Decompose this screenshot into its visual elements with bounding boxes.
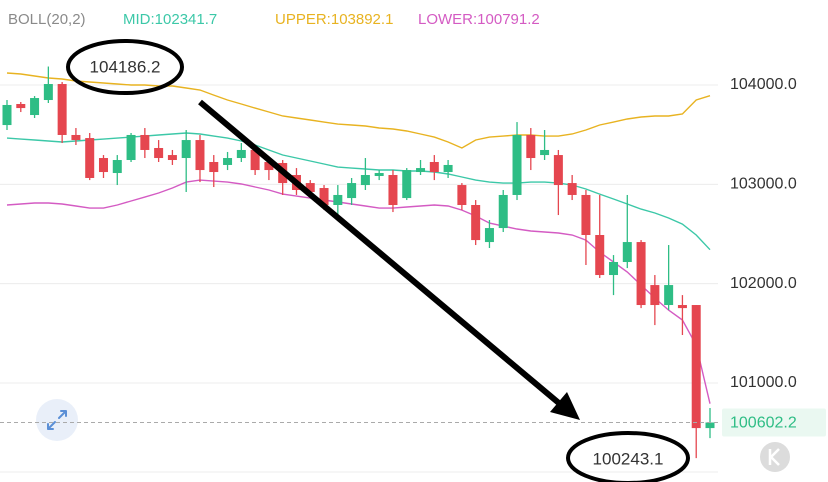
high-annotation: 104186.2 [90,57,161,76]
candle-body [71,134,81,141]
k-icon [768,448,780,466]
band-line [6,179,711,404]
legend-upper: UPPER:103892.1 [275,11,393,28]
candle-body [443,164,453,173]
arrow-shaft [198,99,562,407]
candle-body [319,188,329,206]
candle-body [126,134,136,161]
candle-body [305,183,315,192]
candle-body [512,134,522,195]
candle-body [622,242,632,263]
legend-mid: MID:102341.7 [123,11,217,28]
candle-body [140,134,150,150]
candle-body [705,422,715,429]
candle-body [553,155,563,186]
candle-body [609,262,619,276]
candle-body [347,183,357,199]
band-line [6,132,711,251]
indicator-name: BOLL(20,2) [8,11,86,28]
current-price-tag: 100602.2 [730,415,797,432]
candle-body [540,149,550,156]
candle-body [209,161,219,173]
candle-body [16,103,26,109]
candle-body [250,149,260,171]
y-tick-label: 103000.0 [730,176,797,193]
y-tick-label: 101000.0 [730,374,797,391]
candle-body [85,138,95,178]
candle-body [388,175,398,206]
candle-body [402,170,412,199]
k-button-bg [760,442,790,472]
band-line [6,72,711,149]
candle-body [112,160,122,174]
legend-lower: LOWER:100791.2 [418,11,540,28]
candle-body [98,158,108,173]
expand-button[interactable] [36,399,78,441]
k-button[interactable] [760,442,790,472]
candle-body [526,134,536,159]
y-tick-label: 102000.0 [730,275,797,292]
candles [2,66,715,459]
candle-body [195,140,205,171]
candle-body [484,228,494,243]
arrow-head [550,392,580,420]
candle-body [498,194,508,229]
expand-icon [47,410,67,430]
candle-body [167,155,177,161]
grid: 104000.0 103000.0 102000.0 101000.0 [0,76,797,391]
candle-body [429,161,439,173]
candle-body [416,168,426,173]
candle-body [664,285,674,306]
candle-body [333,194,343,206]
candle-body [30,98,40,116]
candle-body [567,183,577,195]
low-annotation: 100243.1 [593,449,664,468]
candle-body [374,173,384,177]
candle-body [595,235,605,276]
expand-button-bg [36,399,78,441]
candle-body [57,84,67,135]
y-tick-label: 104000.0 [730,76,797,93]
candle-body [181,140,191,159]
candle-body [2,104,12,126]
high-ellipse [66,39,184,95]
candle-body [581,194,591,235]
candle-body [43,84,53,101]
candle-body [650,285,660,306]
candle-body [457,185,467,206]
candle-body [471,205,481,241]
candle-body [223,158,233,165]
candle-body [636,242,646,306]
price-overlay: 100602.2 [0,408,826,437]
candle-body [677,305,687,309]
candle-body [360,175,370,186]
candle-body [236,149,246,159]
candle-body [264,161,274,171]
bands [6,72,711,404]
candle-body [691,305,701,429]
current-price-tag-bg [722,408,826,437]
low-ellipse [566,431,690,482]
candle-body [154,147,164,159]
